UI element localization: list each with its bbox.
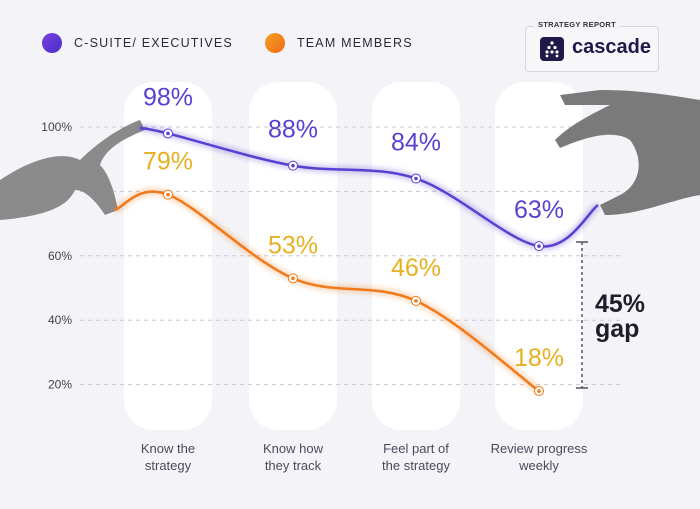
brand-name: cascade <box>572 36 651 58</box>
x-category-label: Review progress weekly <box>479 440 599 474</box>
right-hand-image <box>555 90 700 215</box>
data-label: 53% <box>268 231 318 259</box>
y-tick-label: 100% <box>41 120 72 134</box>
data-point-center <box>537 389 541 393</box>
data-label: 18% <box>514 344 564 372</box>
y-tick-label: 40% <box>48 313 72 327</box>
data-point-center <box>166 131 170 136</box>
data-point-center <box>291 163 295 168</box>
series-line-1 <box>114 190 540 393</box>
x-category-label-line: Review progress <box>490 441 588 456</box>
data-point-center <box>414 299 418 303</box>
data-label: 98% <box>143 83 193 111</box>
x-category-label-line: strategy <box>144 458 192 473</box>
data-label: 63% <box>514 196 564 224</box>
x-category-label: Know the strategy <box>108 440 228 474</box>
y-tick-label: 60% <box>48 249 72 263</box>
left-hand-image <box>0 120 145 220</box>
data-label: 79% <box>143 148 193 176</box>
gap-annotation-value: 45% <box>595 290 645 318</box>
brand-badge: STRATEGY REPORT cascade <box>525 20 659 72</box>
legend: C-SUITE/ EXECUTIVES TEAM MEMBERS <box>42 33 435 53</box>
y-tick-label: 20% <box>48 378 72 392</box>
x-category-label-line: Know the <box>140 441 196 456</box>
gap-annotation-label: gap <box>595 315 639 343</box>
brand-tag: STRATEGY REPORT <box>534 20 620 29</box>
x-category-label-line: they track <box>264 458 322 473</box>
legend-item-executives: C-SUITE/ EXECUTIVES <box>42 33 233 53</box>
legend-swatch-executives <box>42 33 62 53</box>
x-category-label-line: the strategy <box>382 458 450 473</box>
cascade-logo-icon <box>540 37 564 61</box>
data-label: 88% <box>268 116 318 144</box>
legend-swatch-team <box>264 33 285 53</box>
data-point-center <box>291 276 295 281</box>
x-category-label: Feel part of the strategy <box>356 440 476 474</box>
data-label: 46% <box>391 254 441 282</box>
data-point-center <box>537 244 541 248</box>
x-category-label-line: Know how <box>263 441 323 456</box>
x-category-label-line: weekly <box>519 458 559 473</box>
legend-label: TEAM MEMBERS <box>296 36 413 50</box>
legend-item-team: TEAM MEMBERS <box>264 33 413 53</box>
x-category-label-line: Feel part of <box>383 441 449 456</box>
x-category-label: Know how they track <box>233 440 353 474</box>
data-label: 84% <box>391 129 441 157</box>
data-point-center <box>414 176 418 181</box>
legend-label: C-SUITE/ EXECUTIVES <box>74 36 233 50</box>
data-point-center <box>166 192 170 197</box>
